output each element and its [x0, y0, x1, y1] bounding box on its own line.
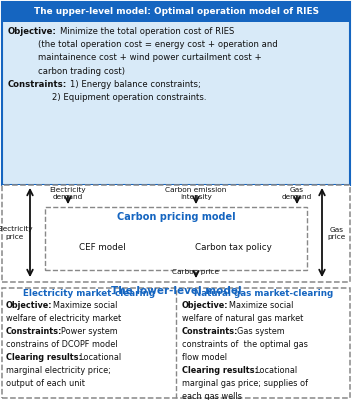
Text: flow model: flow model	[182, 353, 227, 362]
Text: Electricity
price: Electricity price	[0, 226, 33, 240]
Text: Power system: Power system	[61, 327, 118, 336]
Text: Carbon price: Carbon price	[172, 269, 220, 275]
Text: constrains of DCOPF model: constrains of DCOPF model	[6, 340, 118, 349]
Text: Minimize the total operation cost of RIES: Minimize the total operation cost of RIE…	[60, 27, 234, 36]
Text: maintainence cost + wind power curtailment cost +: maintainence cost + wind power curtailme…	[38, 53, 262, 62]
Bar	[2, 185, 350, 282]
Text: Electricity
demand: Electricity demand	[50, 187, 86, 200]
Text: Objective:: Objective:	[6, 301, 52, 310]
Bar	[2, 2, 350, 22]
Text: Clearing results:: Clearing results:	[182, 366, 258, 375]
Text: Electricity market-clearing: Electricity market-clearing	[23, 289, 155, 298]
Bar	[168, 234, 298, 262]
Text: Carbon emission
intensity: Carbon emission intensity	[165, 187, 227, 200]
Text: The lower-level model: The lower-level model	[111, 286, 241, 296]
Text: Gas system: Gas system	[237, 327, 285, 336]
Text: constraints of  the optimal gas: constraints of the optimal gas	[182, 340, 308, 349]
Bar	[45, 207, 307, 270]
Text: Gas
demand: Gas demand	[282, 187, 312, 200]
Text: Constraints:: Constraints:	[8, 80, 67, 89]
Text: welfare of natural gas market: welfare of natural gas market	[182, 314, 303, 323]
Text: The upper-level model: Optimal operation model of RIES: The upper-level model: Optimal operation…	[33, 8, 319, 16]
Bar	[2, 2, 350, 185]
Text: 1) Energy balance constraints;: 1) Energy balance constraints;	[70, 80, 201, 89]
Text: Objective:: Objective:	[182, 301, 228, 310]
Text: each gas wells: each gas wells	[182, 392, 242, 400]
Text: Maximize social: Maximize social	[53, 301, 117, 310]
Text: Locational: Locational	[79, 353, 121, 362]
Text: CEF model: CEF model	[79, 244, 125, 252]
Text: Gas
price: Gas price	[328, 226, 346, 240]
Bar	[55, 234, 150, 262]
Text: output of each unit: output of each unit	[6, 379, 85, 388]
Text: Carbon pricing model: Carbon pricing model	[117, 212, 235, 222]
Text: carbon trading cost): carbon trading cost)	[38, 67, 125, 76]
Text: marginal gas price; supplies of: marginal gas price; supplies of	[182, 379, 308, 388]
Text: Constraints:: Constraints:	[182, 327, 238, 336]
Text: Constraints:: Constraints:	[6, 327, 62, 336]
Text: (the total operation cost = energy cost + operation and: (the total operation cost = energy cost …	[38, 40, 278, 49]
Text: Maximize social: Maximize social	[229, 301, 293, 310]
Text: Natural gas market-clearing: Natural gas market-clearing	[194, 289, 334, 298]
Text: 2) Equipment operation constraints.: 2) Equipment operation constraints.	[52, 93, 207, 102]
Bar	[2, 288, 350, 398]
Text: Clearing results:: Clearing results:	[6, 353, 82, 362]
Text: Locational: Locational	[255, 366, 297, 375]
Text: welfare of electricity market: welfare of electricity market	[6, 314, 121, 323]
Text: Carbon tax policy: Carbon tax policy	[195, 244, 271, 252]
Text: Objective:: Objective:	[8, 27, 57, 36]
Text: marginal electricity price;: marginal electricity price;	[6, 366, 111, 375]
